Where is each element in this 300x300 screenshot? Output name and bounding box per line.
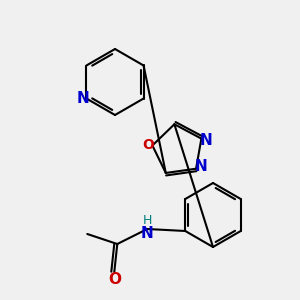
Text: N: N <box>200 133 213 148</box>
Text: N: N <box>195 159 207 174</box>
Text: O: O <box>108 272 121 287</box>
Text: H: H <box>142 214 152 227</box>
Text: N: N <box>77 91 90 106</box>
Text: N: N <box>141 226 154 242</box>
Text: O: O <box>142 139 154 152</box>
